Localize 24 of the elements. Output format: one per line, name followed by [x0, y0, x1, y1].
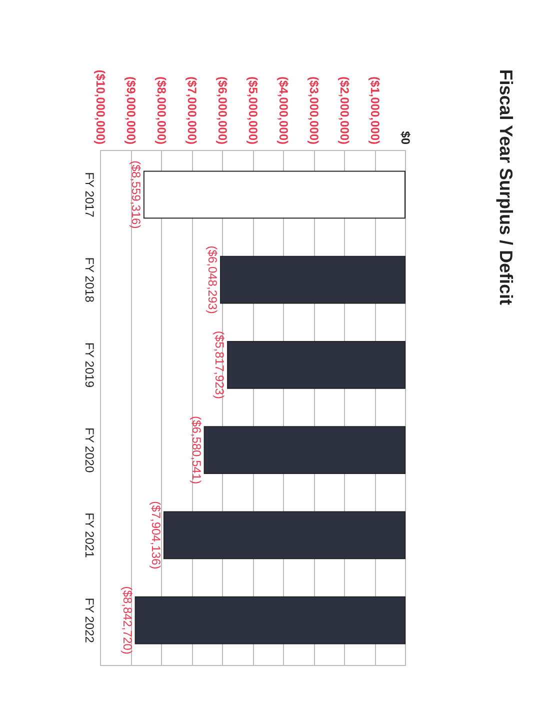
data-label: ($7,904,136) — [148, 501, 163, 570]
y-tick-label: FY 2017 — [82, 172, 96, 218]
x-tick-label: ($8,000,000) — [154, 76, 168, 144]
x-tick-label: ($1,000,000) — [368, 76, 382, 144]
x-tick-label: ($6,000,000) — [216, 76, 230, 144]
x-tick-label: ($9,000,000) — [124, 76, 138, 144]
y-tick-label: FY 2022 — [82, 598, 96, 644]
x-tick-label: ($7,000,000) — [185, 76, 199, 144]
y-tick-label: FY 2020 — [82, 427, 96, 473]
x-tick-label: ($4,000,000) — [276, 76, 290, 144]
data-label: ($8,842,720) — [120, 586, 134, 654]
data-label: ($6,580,541) — [189, 416, 204, 484]
data-label: ($8,559,316) — [128, 160, 143, 229]
x-tick-label: ($5,000,000) — [246, 76, 260, 144]
x-tick-label: ($10,000,000) — [94, 70, 108, 144]
data-label: ($6,048,293) — [206, 246, 220, 314]
x-tick-label: $0 — [398, 131, 412, 145]
y-tick-label: FY 2021 — [82, 512, 96, 558]
y-tick-label: FY 2018 — [82, 257, 96, 303]
x-tick-label: ($2,000,000) — [338, 76, 352, 144]
text: Fiscal Year Surplus / Deficit — [496, 69, 516, 306]
y-tick-label: FY 2019 — [82, 342, 96, 388]
data-label: ($5,817,923) — [212, 330, 227, 399]
x-tick-label: ($3,000,000) — [307, 76, 321, 144]
